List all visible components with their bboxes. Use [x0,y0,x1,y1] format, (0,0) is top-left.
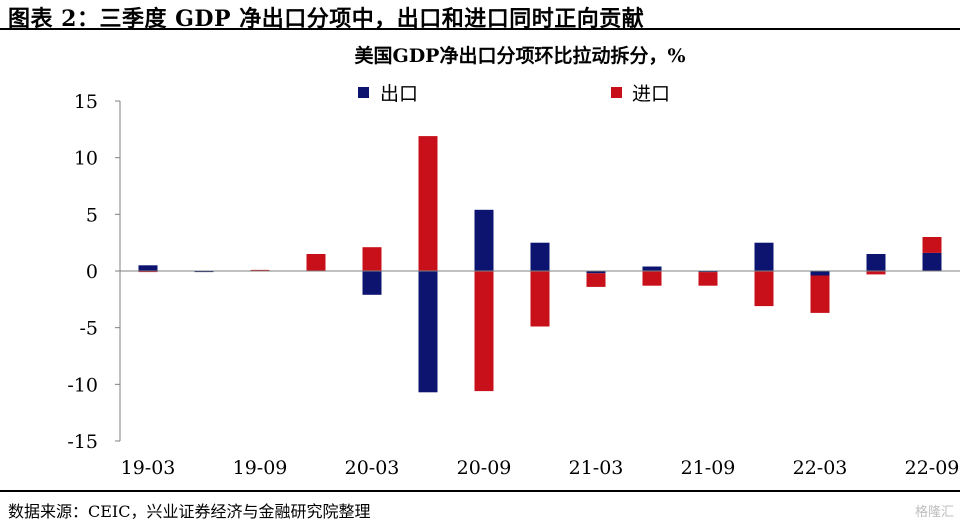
x-tick-label: 21-03 [569,457,624,479]
bar-export-20-12 [530,242,550,271]
bar-import-20-03 [362,247,382,271]
bar-import-19-09 [250,269,270,271]
bar-import-22-03 [810,275,830,313]
top-rule [0,28,960,30]
watermark: 格隆汇 [914,505,954,520]
bar-import-19-03 [138,271,158,273]
bar-import-20-09 [474,271,494,392]
bar-import-21-09 [698,272,718,286]
x-tick-label: 22-03 [793,457,848,479]
bottom-rule [0,490,960,492]
legend-swatch-export [358,87,369,98]
legend: 出口 进口 [358,83,670,105]
x-tick-label: 19-09 [233,457,288,479]
bar-export-20-03 [362,271,382,295]
bar-export-21-12 [754,242,774,271]
bar-import-22-09 [922,237,942,253]
bar-import-20-12 [530,271,550,327]
bar-export-21-09 [698,271,718,273]
bar-import-22-06 [866,271,886,275]
bar-export-22-03 [810,271,830,276]
y-tick-label: 5 [86,204,98,226]
bar-import-21-03 [586,273,606,287]
bar-import-21-12 [754,271,774,307]
x-tick-label: 22-09 [905,457,960,479]
x-axis-tick-labels: 19-03 19-09 20-03 20-09 21-03 21-09 22-03 22-09 [121,457,960,479]
y-axis-tick-labels: -15 -10 -5 0 5 10 15 [67,91,98,453]
bar-import-21-06 [642,271,662,286]
figure-title: 图表 2：三季度 GDP 净出口分项中，出口和进口同时正向贡献 [8,6,645,32]
source-note: 数据来源：CEIC，兴业证券经济与金融研究院整理 [8,502,371,521]
x-tick-label: 20-09 [457,457,512,479]
bar-export-20-06 [418,271,438,393]
x-tick-label: 21-09 [681,457,736,479]
y-tick-label: -5 [79,318,98,340]
bar-export-22-06 [866,254,886,271]
y-tick-label: 10 [74,148,98,170]
legend-label-import: 进口 [632,83,670,105]
chart-title: 美国GDP净出口分项环比拉动拆分，% [354,44,685,67]
bar-import-20-06 [418,136,438,271]
x-tick-label: 20-03 [345,457,400,479]
legend-label-export: 出口 [380,83,418,105]
x-tick-label: 19-03 [121,457,176,479]
axes [115,100,960,442]
bar-export-21-03 [586,271,606,274]
bar-export-19-03 [138,265,158,271]
bar-export-22-09 [922,252,942,271]
bar-export-21-06 [642,266,662,271]
bar-export-20-09 [474,209,494,271]
bar-import-19-12 [306,254,326,271]
y-tick-label: 0 [86,261,98,283]
bar-group [138,136,942,393]
bar-export-19-06 [194,271,214,273]
legend-swatch-import [611,87,622,98]
y-tick-label: 15 [74,91,98,113]
y-tick-label: -15 [67,431,98,453]
y-tick-label: -10 [67,374,98,396]
